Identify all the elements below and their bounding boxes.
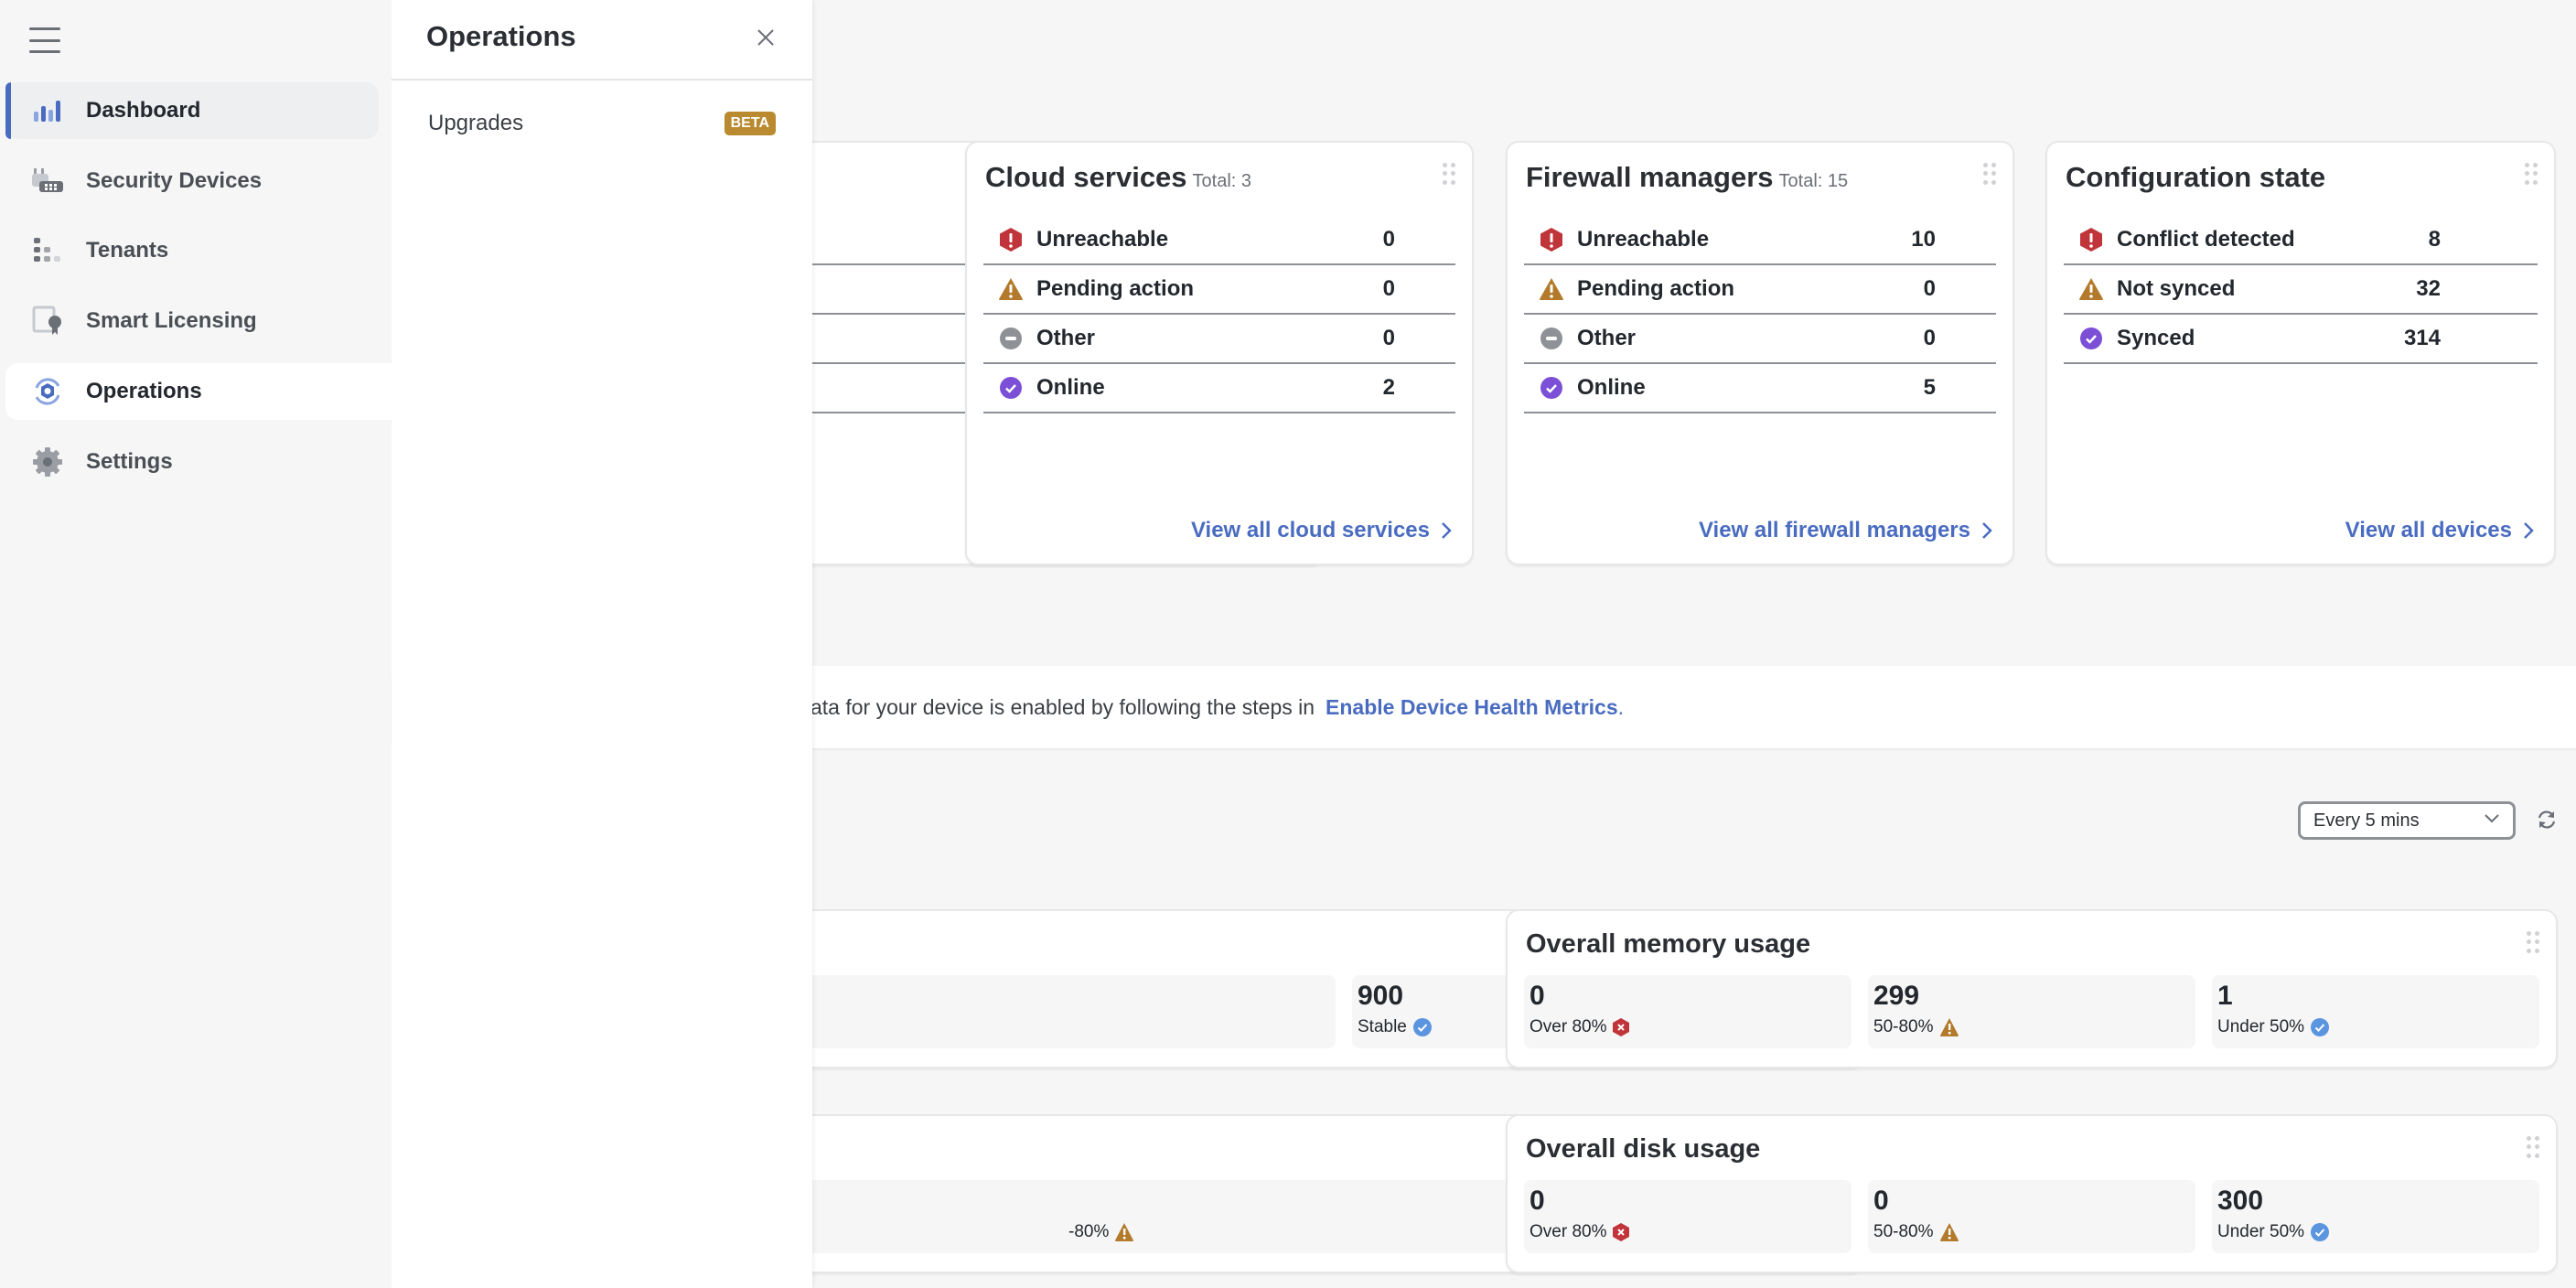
drag-handle-icon[interactable] [1443,163,1455,185]
refresh-icon [2538,810,2556,829]
view-all-cloud-services-link[interactable]: View all cloud services [1191,518,1452,543]
bar-chart-icon [29,92,66,129]
sidebar: Dashboard Security Devices Tenants [0,0,392,1288]
status-row: Unreachable 0 [983,216,1455,265]
check-circle-icon [2311,1018,2330,1036]
gear-icon [29,444,66,480]
firewall-managers-card: Firewall managers Total: 15 Unreachable 1… [1506,141,2014,565]
operations-flyout-panel: Operations Upgrades BETA [392,0,812,1288]
close-button[interactable] [756,27,776,48]
error-x-icon [1613,1018,1630,1036]
status-row: Online 5 [1524,364,1996,413]
card-title: Firewall managers Total: 15 [1526,161,1849,193]
metric-tile: 299 50-80% [1868,975,2195,1048]
status-row: Conflict detected 8 [2064,216,2538,265]
check-circle-icon [1412,1018,1432,1036]
flyout-item-upgrades[interactable]: Upgrades BETA [392,99,812,148]
overall-memory-usage-card: Overall memory usage 0 Over 80% 299 50-8… [1506,909,2558,1068]
sidebar-item-smart-licensing[interactable]: Smart Licensing [5,293,379,349]
metric-tile: -80% [684,1180,1544,1253]
metric-tile: 0 Over 80% [1524,1180,1852,1253]
operations-gear-sync-icon [29,373,66,410]
status-row: Pending action 0 [983,265,1455,315]
configuration-state-card: Configuration state Conflict detected 8 … [2045,141,2556,565]
metric-tile: 1 Under 50% [2212,975,2539,1048]
metric-tile: 0 Over 80% [1524,975,1852,1048]
security-devices-icon [29,163,66,199]
sidebar-item-label: Dashboard [86,98,201,123]
refresh-interval-select[interactable]: Every 5 mins [2298,801,2516,840]
warning-icon [1939,1018,1959,1036]
sidebar-item-label: Smart Licensing [86,308,257,333]
warning-icon [1539,276,1564,302]
tenants-icon [29,232,66,269]
drag-handle-icon[interactable] [2527,1136,2539,1158]
status-row: Not synced 32 [2064,265,2538,315]
sidebar-item-label: Settings [86,449,173,474]
chevron-down-icon [2485,814,2499,823]
flyout-title: Operations [426,20,576,52]
sidebar-item-settings[interactable]: Settings [5,434,379,490]
chevron-right-icon [1982,522,1992,539]
hamburger-icon [29,27,60,30]
online-check-icon [998,375,1024,401]
error-icon [1539,227,1564,252]
status-row: Other 0 [983,315,1455,364]
overall-disk-usage-card: Overall disk usage 0 Over 80% 0 50-80% 3… [1506,1114,2558,1273]
error-icon [2078,227,2104,252]
error-icon [998,227,1024,252]
warning-icon [998,276,1024,302]
sidebar-item-label: Tenants [86,238,169,263]
warning-icon [1939,1223,1959,1241]
close-icon [757,29,774,46]
card-title: Cloud services Total: 3 [985,161,1252,193]
status-row: Other 0 [1524,315,1996,364]
banner-text: ata for your device is enabled by follow… [810,694,1315,719]
status-row: Online 2 [983,364,1455,413]
online-check-icon [1539,375,1564,401]
card-total: Total: 15 [1778,171,1849,191]
license-certificate-icon [29,303,66,339]
sidebar-item-operations[interactable]: Operations [5,363,392,420]
chevron-right-icon [1442,522,1452,539]
sidebar-item-tenants[interactable]: Tenants [5,222,379,279]
sidebar-item-label: Security Devices [86,168,263,193]
view-all-firewall-managers-link[interactable]: View all firewall managers [1699,518,1992,543]
sidebar-item-label: Operations [86,379,202,403]
status-row: Synced 314 [2064,315,2538,364]
other-minus-icon [1539,326,1564,351]
status-row: Unreachable 10 [1524,216,1996,265]
sidebar-item-dashboard[interactable]: Dashboard [5,82,379,139]
metric-tile: 0 50-80% [1868,1180,2195,1253]
other-minus-icon [998,326,1024,351]
cloud-services-card: Cloud services Total: 3 Unreachable 0 Pen… [965,141,1474,565]
status-row: Pending action 0 [1524,265,1996,315]
drag-handle-icon[interactable] [2525,163,2538,185]
warning-icon [1115,1223,1134,1241]
check-circle-icon [2311,1223,2330,1241]
card-title: Configuration state [2066,161,2326,193]
chevron-right-icon [2524,522,2534,539]
card-title: Overall disk usage [1526,1134,1761,1164]
error-x-icon [1613,1223,1630,1241]
beta-badge: BETA [724,112,776,135]
view-all-devices-link[interactable]: View all devices [2345,518,2534,543]
drag-handle-icon[interactable] [1983,163,1996,185]
metric-tile: 300 Under 50% [2212,1180,2539,1253]
flyout-header: Operations [392,0,812,80]
hamburger-menu-button[interactable] [29,27,60,53]
enable-device-health-metrics-link[interactable]: Enable Device Health Metrics. [1326,694,1625,719]
card-title: Overall memory usage [1526,929,1811,959]
drag-handle-icon[interactable] [2527,931,2539,953]
warning-icon [2078,276,2104,302]
refresh-button[interactable] [2536,809,2561,834]
online-check-icon [2078,326,2104,351]
sidebar-item-security-devices[interactable]: Security Devices [5,153,379,209]
card-total: Total: 3 [1192,171,1252,191]
